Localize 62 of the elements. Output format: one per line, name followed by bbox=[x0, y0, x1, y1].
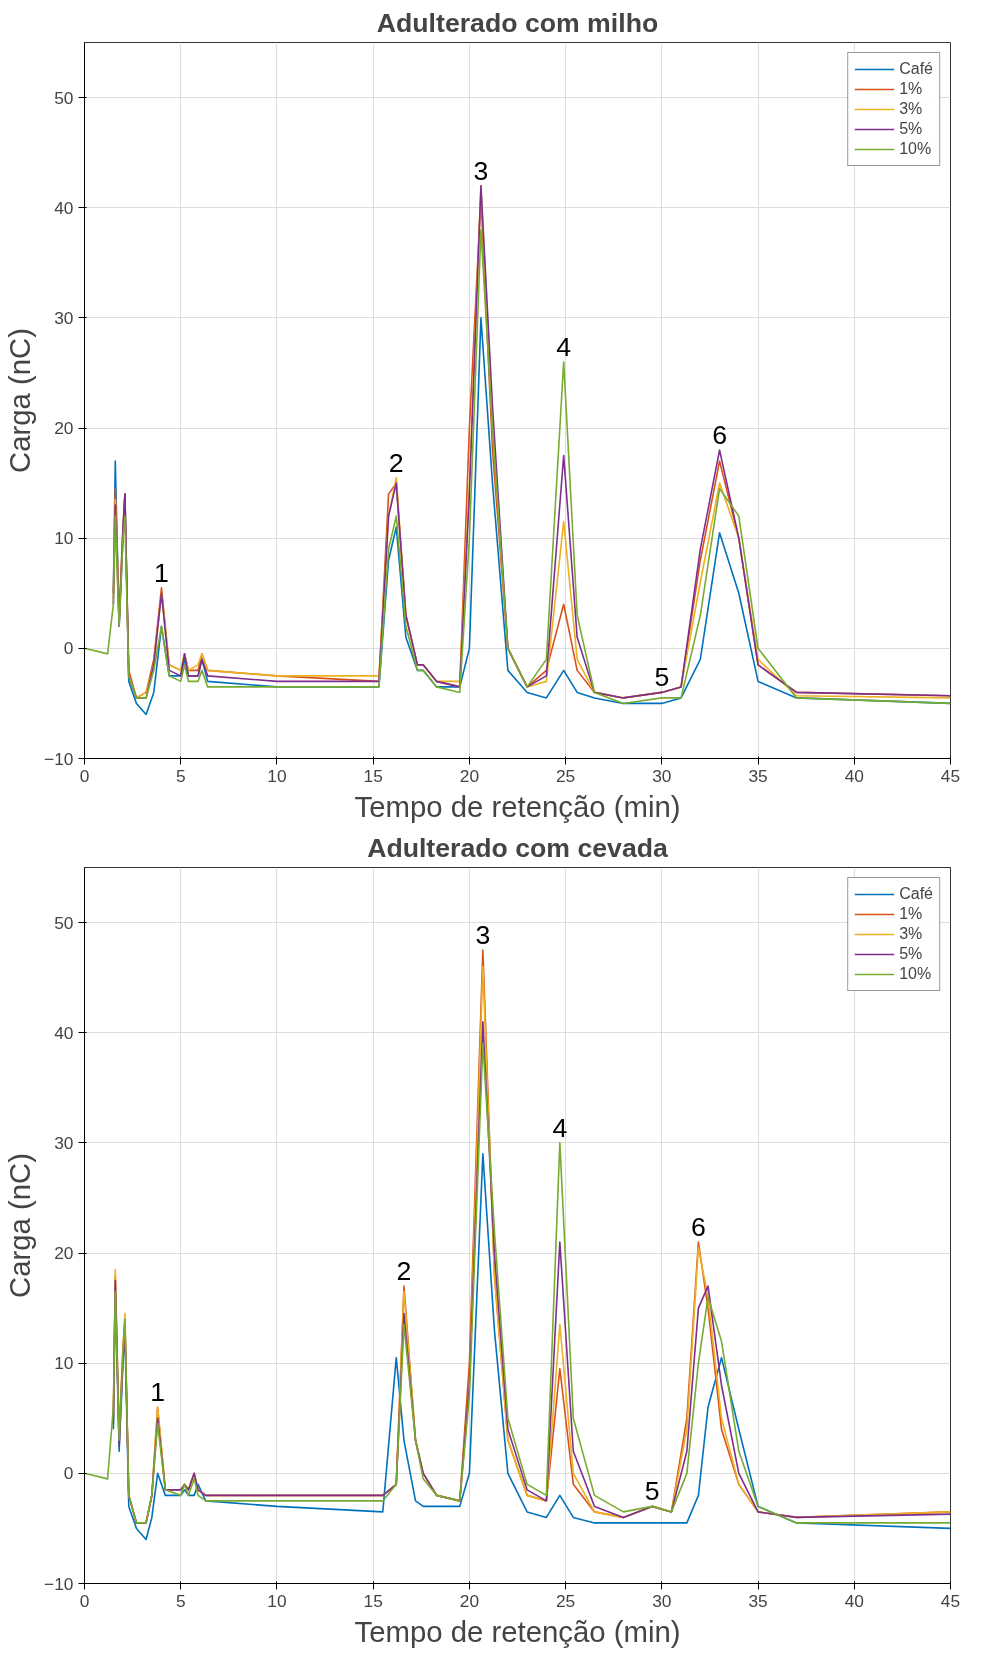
legend-label: 10% bbox=[899, 140, 932, 158]
x-tick-label: 30 bbox=[652, 1590, 672, 1611]
y-tick-label: 0 bbox=[63, 638, 74, 659]
x-tick-label: 45 bbox=[940, 765, 961, 786]
x-tick-label: 0 bbox=[79, 1590, 90, 1611]
annotation: 1 bbox=[154, 557, 169, 588]
y-tick-label: 40 bbox=[54, 197, 74, 218]
annotation: 2 bbox=[388, 447, 404, 478]
y-tick-label: 0 bbox=[63, 1463, 74, 1484]
annotation: 5 bbox=[644, 1476, 660, 1507]
legend-label: Café bbox=[899, 60, 933, 78]
x-tick-label: 25 bbox=[555, 765, 576, 786]
legend-label: 10% bbox=[899, 965, 932, 983]
legend-label: 3% bbox=[899, 925, 923, 943]
chart-title: Adulterado com cevada bbox=[367, 832, 669, 863]
x-tick-label: 0 bbox=[79, 765, 90, 786]
x-tick-label: 10 bbox=[267, 765, 287, 786]
y-axis-title: Carga (nC) bbox=[3, 1152, 37, 1299]
x-tick-label: 35 bbox=[748, 765, 768, 786]
y-tick-label: 30 bbox=[54, 307, 74, 328]
y-axis-title: Carga (nC) bbox=[3, 327, 37, 474]
y-tick-label: 50 bbox=[54, 87, 74, 108]
y-tick-label: 10 bbox=[54, 1353, 74, 1374]
y-tick-label: 30 bbox=[54, 1132, 74, 1153]
annotation: 6 bbox=[712, 420, 727, 451]
x-tick-label: 5 bbox=[175, 1590, 186, 1611]
y-tick-label: −10 bbox=[44, 1573, 74, 1594]
x-tick-label: 30 bbox=[652, 765, 672, 786]
annotation: 5 bbox=[654, 662, 670, 693]
x-tick-label: 15 bbox=[363, 1590, 383, 1611]
annotation: 2 bbox=[396, 1256, 412, 1287]
y-tick-label: 20 bbox=[54, 418, 74, 439]
x-tick-label: 20 bbox=[459, 1590, 480, 1611]
x-tick-label: 20 bbox=[459, 765, 480, 786]
y-tick-label: 40 bbox=[54, 1022, 74, 1043]
annotation: 4 bbox=[552, 1112, 568, 1143]
x-tick-label: 25 bbox=[555, 1590, 576, 1611]
legend-label: 5% bbox=[899, 120, 923, 138]
x-tick-label: 15 bbox=[363, 765, 383, 786]
legend-label: 1% bbox=[899, 80, 923, 98]
legend-label: 1% bbox=[899, 905, 923, 923]
chart-title: Adulterado com milho bbox=[376, 7, 659, 38]
legend-label: Café bbox=[899, 885, 933, 903]
x-tick-label: 5 bbox=[175, 765, 186, 786]
y-tick-label: −10 bbox=[44, 748, 74, 769]
y-tick-label: 50 bbox=[54, 912, 74, 933]
y-tick-label: 20 bbox=[54, 1243, 74, 1264]
annotation: 1 bbox=[150, 1377, 166, 1408]
annotation: 3 bbox=[473, 155, 489, 186]
annotation: 6 bbox=[690, 1212, 706, 1243]
y-tick-label: 10 bbox=[54, 528, 74, 549]
x-tick-label: 35 bbox=[748, 1590, 768, 1611]
x-tick-label: 45 bbox=[940, 1590, 961, 1611]
annotation: 4 bbox=[556, 331, 572, 362]
legend-label: 3% bbox=[899, 100, 923, 118]
annotation: 3 bbox=[475, 920, 491, 951]
x-tick-label: 40 bbox=[844, 1590, 864, 1611]
x-axis-title: Tempo de retenção (min) bbox=[354, 789, 681, 823]
x-tick-label: 10 bbox=[267, 1590, 287, 1611]
x-tick-label: 40 bbox=[844, 765, 864, 786]
legend-label: 5% bbox=[899, 945, 923, 963]
x-axis-title: Tempo de retenção (min) bbox=[354, 1614, 681, 1648]
